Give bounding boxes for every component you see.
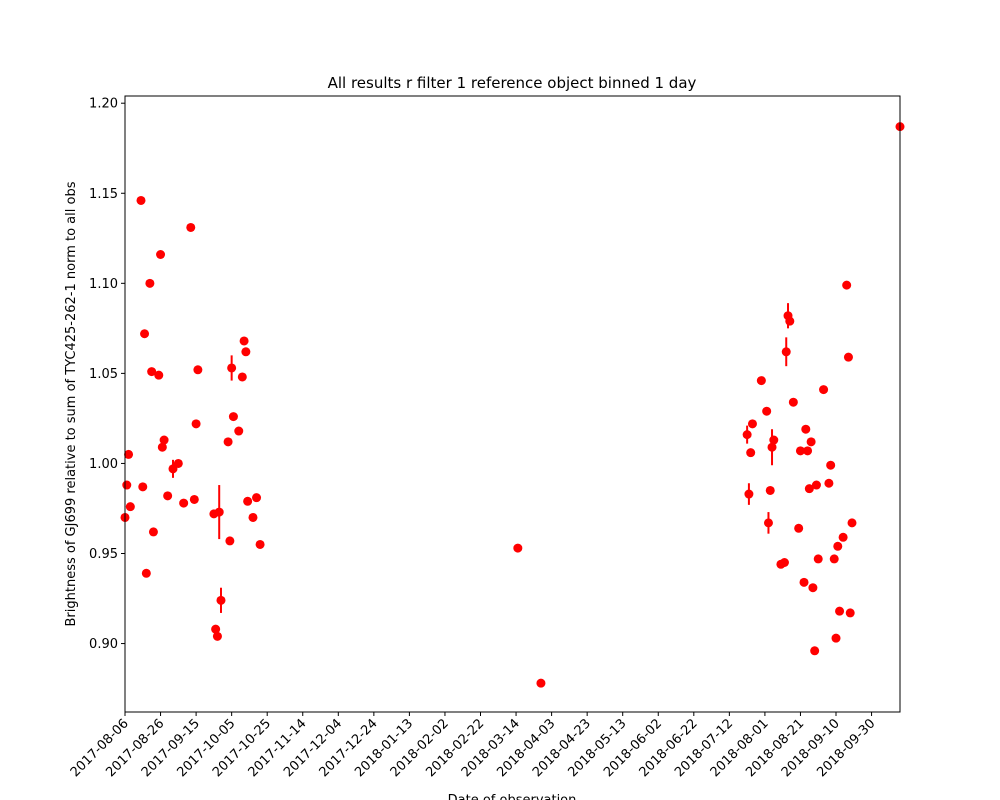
data-point xyxy=(763,518,773,528)
data-point xyxy=(255,539,265,549)
data-point xyxy=(228,412,238,422)
data-point xyxy=(191,419,201,429)
data-point xyxy=(186,222,196,232)
data-point xyxy=(826,460,836,470)
data-point xyxy=(824,478,834,488)
data-point xyxy=(138,482,148,492)
data-point xyxy=(810,646,820,656)
y-tick-label: 0.90 xyxy=(89,637,118,652)
chart-title: All results r filter 1 reference object … xyxy=(328,74,697,92)
data-point xyxy=(785,316,795,326)
data-point xyxy=(788,397,798,407)
data-point xyxy=(762,406,772,416)
data-point xyxy=(742,430,752,440)
data-point xyxy=(248,512,258,522)
data-point xyxy=(212,631,222,641)
y-tick-label: 1.00 xyxy=(89,457,118,472)
data-point xyxy=(136,195,146,205)
data-point xyxy=(234,426,244,436)
data-point xyxy=(122,480,132,490)
data-point xyxy=(193,365,203,375)
y-tick-label: 1.05 xyxy=(89,367,118,382)
data-point xyxy=(765,485,775,495)
data-point xyxy=(189,494,199,504)
data-point xyxy=(843,352,853,362)
data-point xyxy=(173,458,183,468)
y-tick-label: 1.20 xyxy=(89,97,118,112)
data-point xyxy=(747,419,757,429)
data-point xyxy=(223,437,233,447)
data-point xyxy=(781,347,791,357)
data-point xyxy=(216,595,226,605)
data-point xyxy=(819,385,829,395)
data-point xyxy=(237,372,247,382)
data-point xyxy=(795,446,805,456)
data-point xyxy=(831,633,841,643)
data-point xyxy=(806,437,816,447)
data-point xyxy=(799,577,809,587)
data-point xyxy=(124,449,134,459)
data-point xyxy=(779,558,789,568)
data-point xyxy=(125,502,135,512)
data-point xyxy=(794,523,804,533)
data-point xyxy=(147,367,157,377)
data-point xyxy=(145,278,155,288)
data-point xyxy=(536,678,546,688)
data-point xyxy=(148,527,158,537)
data-point xyxy=(227,363,237,373)
data-point xyxy=(252,493,262,503)
data-point xyxy=(513,543,523,553)
data-point xyxy=(214,507,224,517)
data-point xyxy=(157,442,167,452)
axes-frame xyxy=(124,95,901,713)
data-point xyxy=(803,446,813,456)
data-point xyxy=(835,606,845,616)
data-point xyxy=(845,608,855,618)
data-point xyxy=(225,536,235,546)
data-point xyxy=(746,448,756,458)
data-point xyxy=(808,583,818,593)
data-point xyxy=(241,347,251,357)
data-point xyxy=(767,442,777,452)
data-point xyxy=(847,518,857,528)
data-point xyxy=(156,250,166,260)
data-point xyxy=(211,624,221,634)
data-point xyxy=(813,554,823,564)
data-point xyxy=(801,424,811,434)
x-axis-label: Date of observation xyxy=(448,793,577,800)
data-point xyxy=(756,376,766,386)
data-point xyxy=(804,484,814,494)
data-point xyxy=(159,435,169,445)
data-point xyxy=(239,336,249,346)
data-point xyxy=(842,280,852,290)
y-tick-label: 0.95 xyxy=(89,547,118,562)
data-point xyxy=(163,491,173,501)
data-point xyxy=(140,329,150,339)
data-point xyxy=(838,532,848,542)
data-point xyxy=(833,541,843,551)
y-axis-label: Brightness of GJ699 relative to sum of T… xyxy=(64,181,79,626)
data-point xyxy=(811,480,821,490)
data-point xyxy=(829,554,839,564)
data-point xyxy=(769,435,779,445)
data-point xyxy=(179,498,189,508)
data-point xyxy=(243,496,253,506)
data-point xyxy=(141,568,151,578)
data-point xyxy=(154,370,164,380)
data-point xyxy=(744,489,754,499)
y-tick-label: 1.15 xyxy=(89,187,118,202)
y-tick-label: 1.10 xyxy=(89,277,118,292)
